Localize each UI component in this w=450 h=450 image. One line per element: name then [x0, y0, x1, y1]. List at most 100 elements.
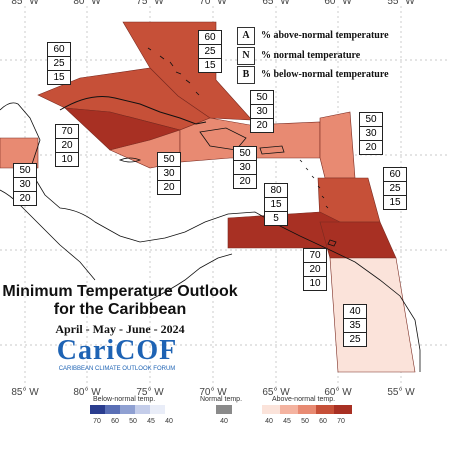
prob-box-leeward: 50 30 20: [359, 112, 383, 155]
colorbar-tick: 70: [93, 418, 101, 425]
title-period: April - May - June - 2024: [55, 322, 185, 336]
legend-key-normal: N % normal temperature: [237, 47, 360, 65]
logo-wordmark: CariCOF: [56, 335, 178, 366]
above-value: 50: [19, 165, 31, 176]
legend-letter: B: [237, 66, 255, 84]
prob-box-cuba: 60 25 15: [47, 42, 71, 85]
normal-value: 20: [304, 262, 326, 276]
longitude-labels: 85° W 80° W 75° W 70° W 65° W 60° W 55° …: [11, 0, 415, 398]
legend-text: % normal temperature: [261, 50, 361, 61]
above-value: 70: [61, 126, 73, 137]
map-title: Minimum Temperature Outlook for the Cari…: [0, 283, 240, 337]
lon-label: 60° W: [324, 387, 352, 398]
colorbar-swatch: [150, 405, 165, 414]
prob-box-belize: 50 30 20: [13, 163, 37, 206]
colorbar-swatch: [90, 405, 105, 414]
colorbar-swatch: [105, 405, 120, 414]
above-value: 60: [204, 32, 216, 43]
colorbar-tick: 40: [220, 418, 228, 425]
prob-box-cayman: 70 20 10: [55, 124, 79, 167]
legend-text: % above-normal temperature: [261, 30, 389, 41]
colorbar-swatch: [135, 405, 150, 414]
above-value: 50: [365, 114, 377, 125]
colorbar-above-title: Above-normal temp.: [272, 396, 336, 403]
above-value: 50: [256, 92, 268, 103]
colorbar-swatch: [298, 405, 316, 414]
below-value: 25: [344, 332, 366, 346]
normal-value: 30: [158, 166, 180, 180]
caricof-logo: CariCOF CARIBBEAN CLIMATE OUTLOOK FORUM: [47, 335, 187, 373]
prob-box-hispaniola: 50 30 20: [233, 146, 257, 189]
prob-box-trinidad: 70 20 10: [303, 248, 327, 291]
lon-label: 60° W: [324, 0, 352, 7]
lon-label: 70° W: [199, 387, 227, 398]
normal-value: 30: [234, 160, 256, 174]
prob-box-jamaica: 50 30 20: [157, 152, 181, 195]
above-value: 40: [349, 306, 361, 317]
below-value: 20: [360, 140, 382, 154]
colorbar-tick: 45: [283, 418, 291, 425]
below-value: 15: [48, 70, 70, 84]
colorbar-tick: 60: [319, 418, 327, 425]
colorbar-tick: 70: [337, 418, 345, 425]
lon-label: 55° W: [387, 387, 415, 398]
above-value: 50: [163, 154, 175, 165]
logo-subtitle: CARIBBEAN CLIMATE OUTLOOK FORUM: [58, 366, 176, 372]
lon-label: 80° W: [73, 387, 101, 398]
legend-key-above: A % above-normal temperature: [237, 27, 389, 45]
below-value: 20: [234, 174, 256, 188]
below-value: 10: [56, 152, 78, 166]
lon-label: 85° W: [11, 387, 39, 398]
colorbar-tick: 40: [265, 418, 273, 425]
lon-label: 75° W: [136, 387, 164, 398]
above-value: 70: [309, 250, 321, 261]
lon-label: 80° W: [73, 0, 101, 7]
colorbar-tick: 45: [147, 418, 155, 425]
below-value: 5: [265, 211, 287, 225]
region-belize: [0, 137, 39, 169]
colorbar-tick: 60: [111, 418, 119, 425]
legend-letter: A: [237, 27, 255, 45]
prob-box-aruba: 80 15 5: [264, 183, 288, 226]
below-value: 20: [251, 118, 273, 132]
prob-box-bahamas: 60 25 15: [198, 30, 222, 73]
lon-label: 85° W: [11, 0, 39, 7]
region-leeward: [319, 111, 356, 179]
title-line-1: Minimum Temperature Outlook: [2, 283, 238, 300]
colorbar-tick: 50: [301, 418, 309, 425]
below-value: 15: [199, 58, 221, 72]
normal-value: 20: [56, 138, 78, 152]
above-value: 60: [53, 44, 65, 55]
above-value: 80: [270, 185, 282, 196]
lon-label: 65° W: [262, 387, 290, 398]
above-value: 60: [389, 169, 401, 180]
colorbar-swatch: [216, 405, 232, 414]
colorbar-tick: 40: [165, 418, 173, 425]
normal-value: 25: [384, 181, 406, 195]
prob-box-turks-caicos: 50 30 20: [250, 90, 274, 133]
colorbar-swatch: [280, 405, 298, 414]
lon-label: 55° W: [387, 0, 415, 7]
colorbar-swatch: [334, 405, 352, 414]
below-value: 20: [14, 191, 36, 205]
colorbar-below-title: Below-normal temp.: [93, 396, 156, 403]
normal-value: 30: [251, 104, 273, 118]
colorbar-normal-title: Normal temp.: [200, 396, 243, 403]
prob-box-guianas: 40 35 25: [343, 304, 367, 347]
colorbar-swatch: [120, 405, 135, 414]
region-trinidad: [319, 221, 397, 259]
below-value: 10: [304, 276, 326, 290]
above-value: 50: [239, 148, 251, 159]
colorbar-swatch: [262, 405, 280, 414]
colorbar-swatch: [316, 405, 334, 414]
normal-value: 25: [48, 56, 70, 70]
normal-value: 30: [14, 177, 36, 191]
title-line-2: for the Caribbean: [53, 301, 187, 318]
colorbar-tick: 50: [129, 418, 137, 425]
lon-label: 70° W: [199, 0, 227, 7]
normal-value: 15: [265, 197, 287, 211]
legend-key-below: B % below-normal temperature: [237, 66, 389, 84]
below-value: 15: [384, 195, 406, 209]
normal-value: 25: [199, 44, 221, 58]
legend-letter: N: [237, 47, 255, 65]
